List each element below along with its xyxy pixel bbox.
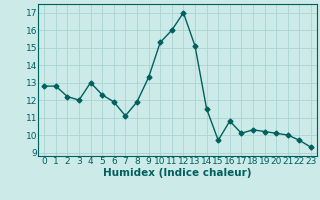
X-axis label: Humidex (Indice chaleur): Humidex (Indice chaleur) [103,168,252,178]
